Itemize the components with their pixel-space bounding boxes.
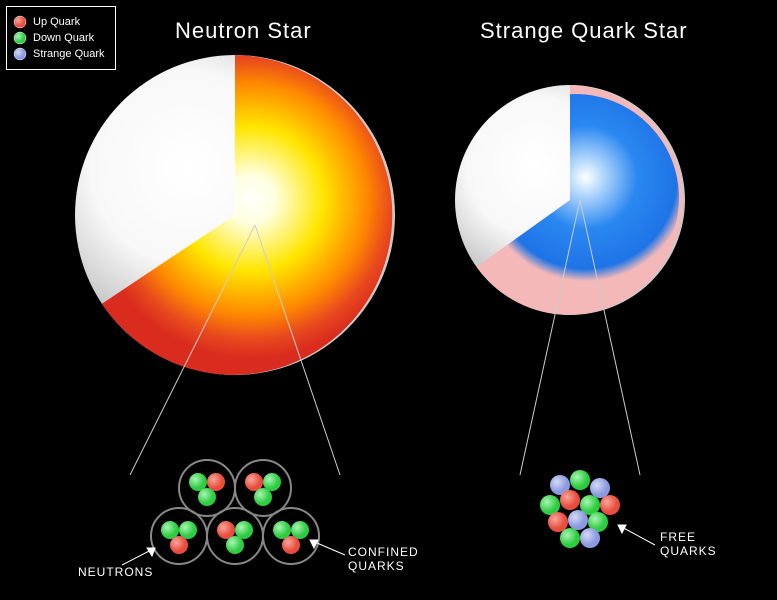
diagram-canvas — [0, 0, 777, 600]
free-arrow — [618, 525, 655, 545]
free-quarks-label: FREE QUARKS — [660, 530, 717, 558]
free-quark-cluster — [540, 470, 620, 548]
neutrons-arrow — [122, 548, 155, 565]
confined-quarks-label: CONFINED QUARKS — [348, 545, 419, 573]
neutron — [263, 508, 319, 564]
neutron — [235, 460, 291, 516]
neutron — [151, 508, 207, 564]
neutrons-label: NEUTRONS — [78, 565, 153, 579]
neutron — [207, 508, 263, 564]
strange-quark-star-sphere — [455, 85, 685, 315]
neutron-cluster — [151, 460, 319, 564]
neutron-star-sphere — [75, 55, 395, 375]
neutron — [179, 460, 235, 516]
confined-arrow — [310, 540, 345, 555]
